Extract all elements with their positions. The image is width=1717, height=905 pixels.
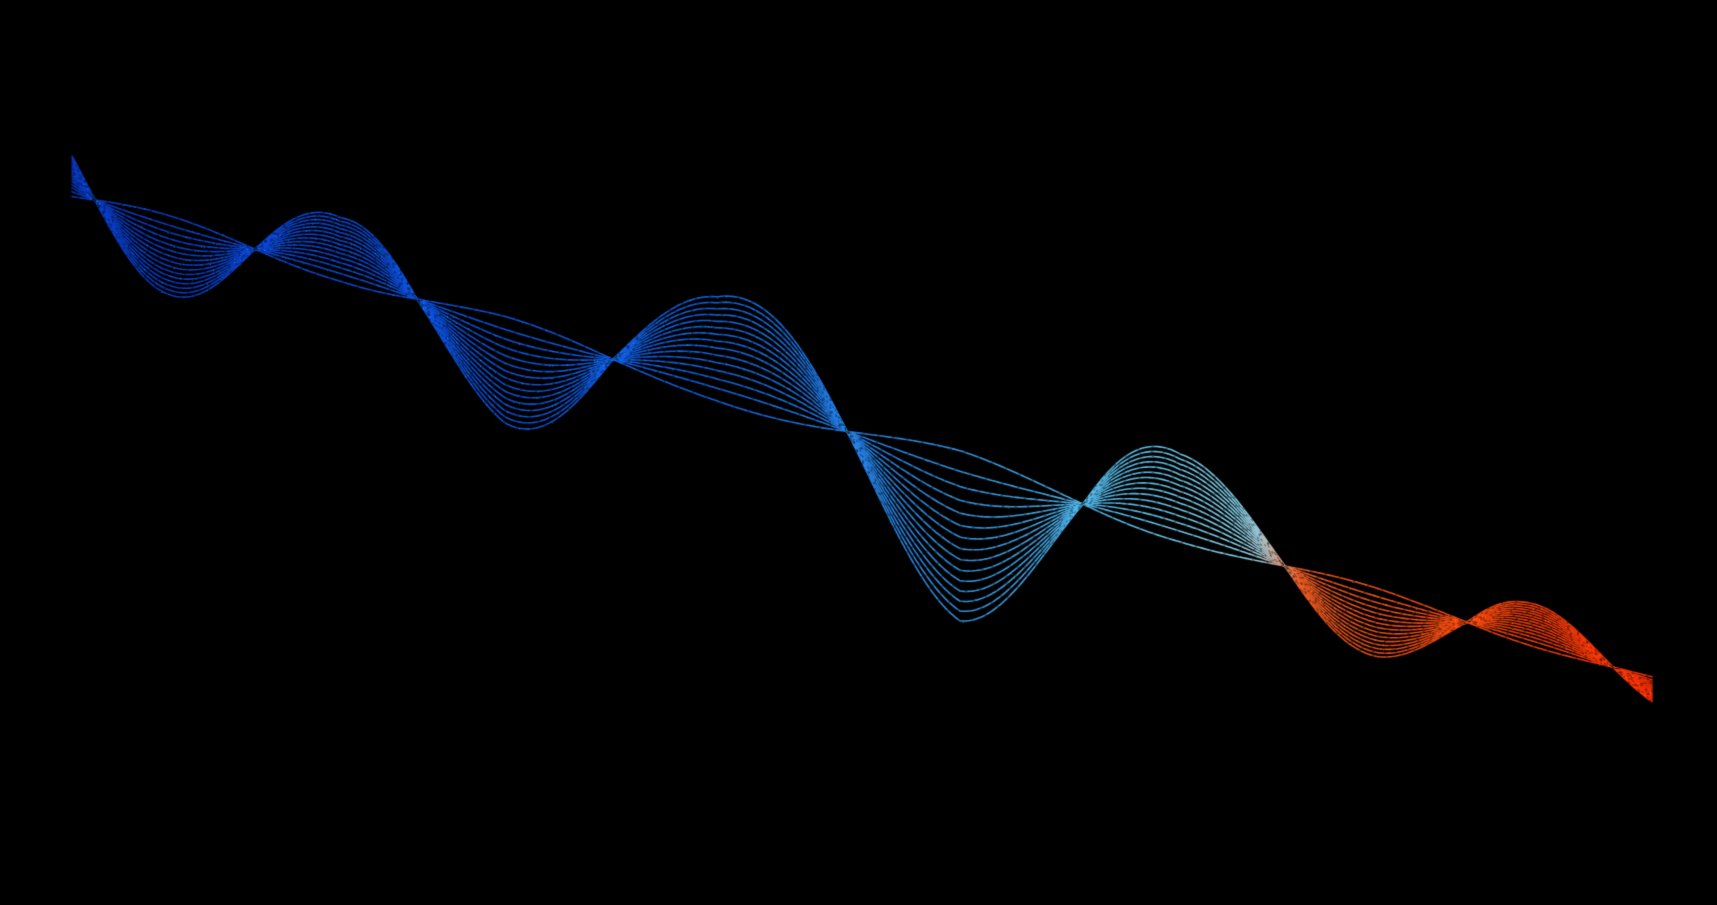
wave-canvas [0,0,1717,905]
abstract-wave-graphic [0,0,1717,905]
